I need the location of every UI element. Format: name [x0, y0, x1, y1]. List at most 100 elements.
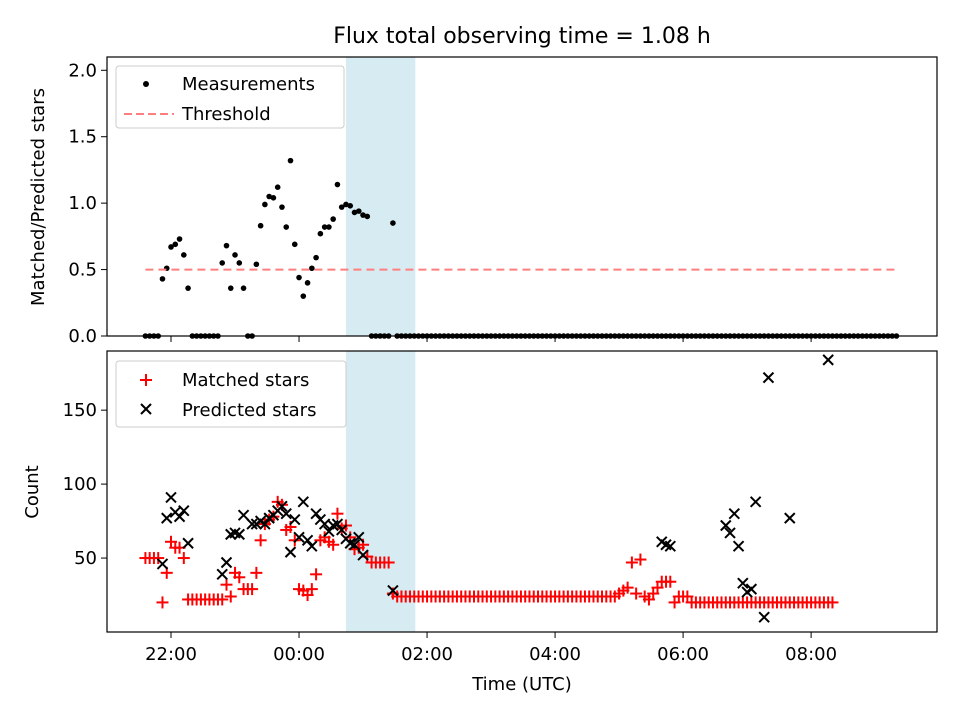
bottom-highlight-span — [345, 351, 416, 632]
matched-stars-point — [152, 552, 165, 565]
predicted-stars-point — [732, 540, 745, 552]
matched-stars-point — [246, 583, 259, 596]
predicted-stars-point — [664, 540, 676, 552]
measurement-point — [232, 252, 238, 258]
x-axis-label: Time (UTC) — [471, 674, 572, 695]
predicted-stars-point — [720, 519, 732, 532]
y-tick-label: 1.5 — [68, 127, 97, 148]
x-tick-label: 02:00 — [401, 644, 453, 665]
matched-stars-point — [216, 593, 229, 606]
predicted-stars-point — [745, 583, 758, 595]
predicted-stars-point — [178, 505, 190, 517]
legend-measurements-marker — [143, 81, 149, 87]
x-tick-label: 08:00 — [785, 644, 837, 665]
top-panel-frame — [106, 56, 938, 337]
measurement-point — [279, 204, 285, 210]
measurement-point — [390, 220, 396, 226]
measurement-point — [185, 285, 191, 291]
top-y-axis-label: Matched/Predicted stars — [28, 88, 49, 306]
predicted-stars-point — [173, 510, 186, 523]
measurement-point — [159, 276, 166, 282]
matched-stars-point — [664, 575, 677, 588]
predicted-stars-point — [310, 507, 322, 520]
measurement-point — [283, 224, 290, 230]
top-panel: 0.00.51.01.52.0 Matched/Predicted stars … — [28, 56, 938, 347]
matched-stars-point — [382, 556, 395, 569]
y-tick-label: 1.0 — [68, 193, 97, 214]
matched-stars-point — [220, 578, 233, 591]
predicted-stars-point — [289, 513, 301, 526]
matched-stars-point — [305, 583, 318, 596]
predicted-stars-point — [749, 496, 762, 508]
matched-stars-point — [233, 571, 246, 584]
legend-threshold-label: Threshold — [181, 104, 271, 125]
predicted-stars-point — [335, 524, 348, 536]
matched-stars-point — [250, 566, 263, 579]
predicted-stars-point — [784, 512, 796, 524]
predicted-stars-point — [156, 558, 169, 570]
measurement-point — [236, 260, 243, 266]
x-tick-label: 00:00 — [273, 644, 325, 665]
chart-title: Flux total observing time = 1.08 h — [333, 24, 711, 49]
measurement-point — [321, 224, 328, 230]
matched-stars-point — [156, 596, 169, 609]
bottom-panel-frame — [106, 350, 938, 633]
measurement-point — [360, 212, 366, 218]
y-tick-label: 0.5 — [68, 260, 97, 281]
measurement-point — [223, 242, 230, 249]
legend-matched-label: Matched stars — [182, 370, 309, 391]
predicted-stars-point — [293, 531, 305, 544]
matched-stars-point — [331, 507, 344, 520]
measurement-point — [338, 204, 345, 210]
predicted-stars-point — [758, 611, 770, 623]
legend-predicted-marker — [140, 403, 152, 415]
top-legend: Measurements Threshold — [115, 65, 345, 129]
predicted-stars-point — [284, 546, 297, 558]
matched-stars-point — [254, 534, 267, 547]
measurement-point — [262, 201, 268, 208]
bottom-data-marks — [139, 354, 839, 623]
predicted-stars-point — [237, 509, 250, 521]
top-data-marks — [142, 157, 900, 339]
matched-stars-point — [826, 596, 839, 609]
measurement-point — [334, 181, 341, 188]
legend-predicted-label: Predicted stars — [182, 400, 316, 421]
x-tick-label: 06:00 — [657, 644, 709, 665]
measurement-point — [181, 252, 187, 258]
measurement-point — [300, 293, 307, 299]
predicted-stars-point — [724, 527, 736, 539]
predicted-stars-point — [161, 512, 173, 524]
predicted-stars-point — [353, 531, 365, 544]
x-tick-label: 04:00 — [529, 644, 581, 665]
predicted-stars-point — [737, 577, 749, 589]
predicted-stars-point — [276, 500, 288, 512]
matched-stars-point — [634, 553, 647, 566]
predicted-stars-point — [348, 539, 361, 551]
measurement-point — [227, 285, 234, 291]
predicted-stars-point — [728, 507, 741, 520]
matched-stars-point — [327, 538, 340, 551]
measurement-point — [176, 236, 183, 242]
measurement-point — [330, 216, 336, 222]
measurement-point — [347, 203, 354, 209]
measurement-point — [351, 209, 358, 216]
measurement-point — [317, 230, 324, 237]
measurement-point — [343, 201, 349, 208]
predicted-stars-point — [246, 518, 258, 530]
predicted-stars-point — [220, 556, 233, 569]
predicted-stars-point — [297, 496, 310, 508]
bottom-legend-box — [115, 360, 347, 428]
predicted-stars-point — [182, 537, 194, 549]
measurement-point — [313, 254, 319, 261]
predicted-stars-point — [280, 507, 292, 520]
matched-stars-point — [625, 556, 638, 569]
measurement-point — [309, 265, 315, 272]
measurement-point — [219, 260, 226, 266]
predicted-stars-point — [216, 568, 228, 581]
predicted-stars-point — [822, 354, 834, 366]
predicted-stars-point — [318, 518, 331, 530]
predicted-stars-point — [331, 518, 344, 530]
bottom-legend: Matched stars Predicted stars — [115, 360, 347, 428]
matched-stars-point — [310, 568, 323, 581]
